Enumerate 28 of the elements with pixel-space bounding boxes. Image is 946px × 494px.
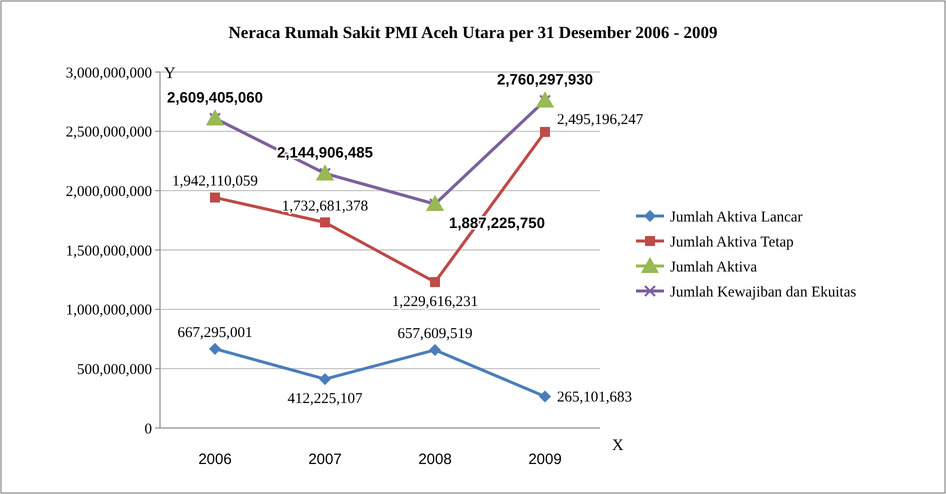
data-label: 2,495,196,247: [557, 112, 644, 128]
y-tick-label: 2,500,000,000: [66, 124, 152, 141]
x-axis-title: X: [612, 437, 624, 454]
legend-label: Jumlah Aktiva Lancar: [670, 209, 802, 226]
legend-label: Jumlah Aktiva Tetap: [670, 234, 794, 250]
x-tick-label: 2007: [308, 451, 342, 468]
chart-title: Neraca Rumah Sakit PMI Aceh Utara per 31 Desember 2006 - 2009: [228, 23, 718, 42]
y-axis-title: Y: [164, 65, 176, 82]
data-label: 657,609,519: [398, 326, 472, 342]
y-tick-label: 500,000,000: [77, 362, 152, 378]
x-tick-label: 2009: [528, 451, 562, 468]
data-label: 265,101,683: [557, 390, 632, 406]
x-tick-label: 2008: [418, 451, 452, 468]
y-tick-label: 1,500,000,000: [66, 243, 152, 260]
data-label: 1,229,616,231: [392, 294, 478, 310]
legend-label: Jumlah Aktiva: [670, 259, 758, 276]
data-label: 667,295,001: [178, 324, 252, 341]
y-tick-label: 2,000,000,000: [66, 184, 152, 200]
data-label: 1,942,110,059: [172, 174, 258, 190]
legend-label: Jumlah Kewajiban dan Ekuitas: [670, 284, 856, 300]
y-tick-label: 1,000,000,000: [66, 302, 152, 319]
y-tick-label: 0: [144, 421, 152, 438]
data-label: 412,225,107: [288, 391, 363, 408]
data-label: 2,760,297,930: [497, 71, 593, 88]
data-label: 2,609,405,060: [167, 89, 263, 106]
y-tick-label: 3,000,000,000: [66, 65, 152, 82]
data-label: 1,732,681,378: [282, 198, 368, 214]
x-tick-label: 2006: [198, 451, 232, 468]
